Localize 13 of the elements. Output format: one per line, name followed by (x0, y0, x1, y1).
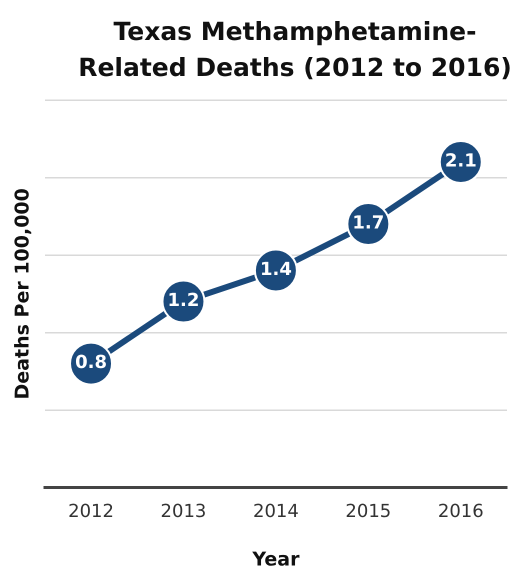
x-tick-label: 2014 (252, 501, 299, 522)
x-tick-label: 2016 (438, 501, 484, 522)
x-tick-label: 2013 (160, 501, 206, 522)
data-label: 0.8 (75, 352, 107, 374)
data-label: 1.7 (352, 212, 384, 234)
x-axis-title: Year (251, 548, 300, 571)
y-axis-title: Deaths Per 100,000 (11, 188, 34, 400)
chart-title: Texas Methamphetamine-Related Deaths (2012 to 2016) (77, 16, 513, 84)
x-tick-label: 2015 (345, 501, 392, 522)
data-label: 1.4 (260, 259, 292, 280)
data-label: 1.2 (168, 290, 200, 312)
x-tick-label: 2012 (68, 501, 114, 522)
data-label: 2.1 (444, 150, 477, 172)
